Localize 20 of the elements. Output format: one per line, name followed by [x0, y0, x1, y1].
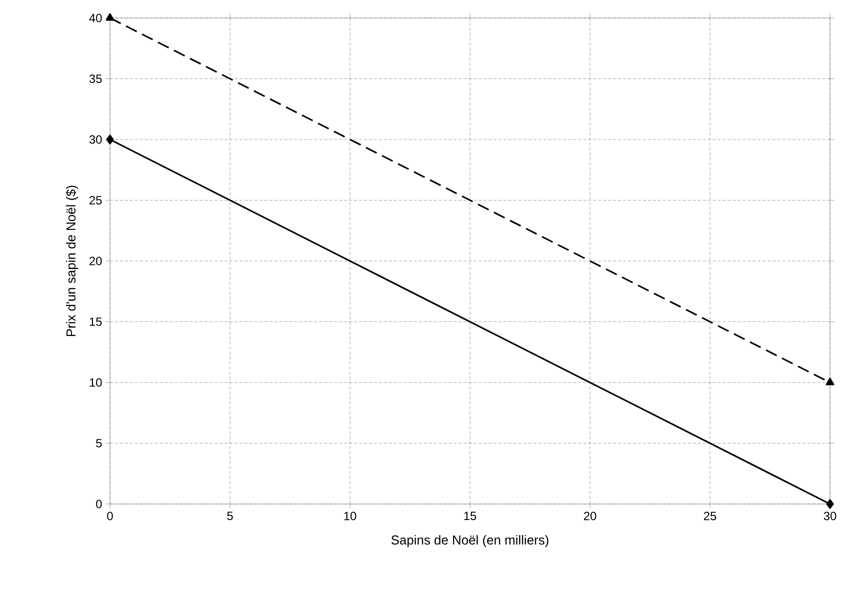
- point: [106, 134, 114, 144]
- y-tick-label: 5: [96, 439, 102, 448]
- x-axis-title: Sapins de Noël (en milliers): [391, 535, 548, 548]
- point: [826, 499, 834, 509]
- x-tick-label: 25: [704, 512, 716, 520]
- x-tick-label: 10: [344, 512, 356, 520]
- x-tick-label: 20: [584, 512, 596, 520]
- y-tick-label: 25: [90, 196, 102, 204]
- y-tick-label: 20: [90, 256, 102, 266]
- y-axis-title: Prix d'un sapin de Noël ($): [66, 186, 78, 336]
- x-tick-label: 0: [107, 512, 113, 520]
- y-tick-label: 40: [89, 14, 102, 22]
- x-tick-label: 5: [227, 512, 233, 520]
- x-tick-label: 30: [824, 512, 836, 520]
- y-tick-label: 35: [89, 74, 102, 83]
- y-tick-label: 15: [90, 318, 102, 326]
- y-tick-label: 30: [89, 135, 102, 144]
- y-tick-label: 10: [90, 378, 102, 387]
- x-tick-label: 15: [464, 512, 476, 520]
- y-tick-label: 0: [96, 500, 102, 508]
